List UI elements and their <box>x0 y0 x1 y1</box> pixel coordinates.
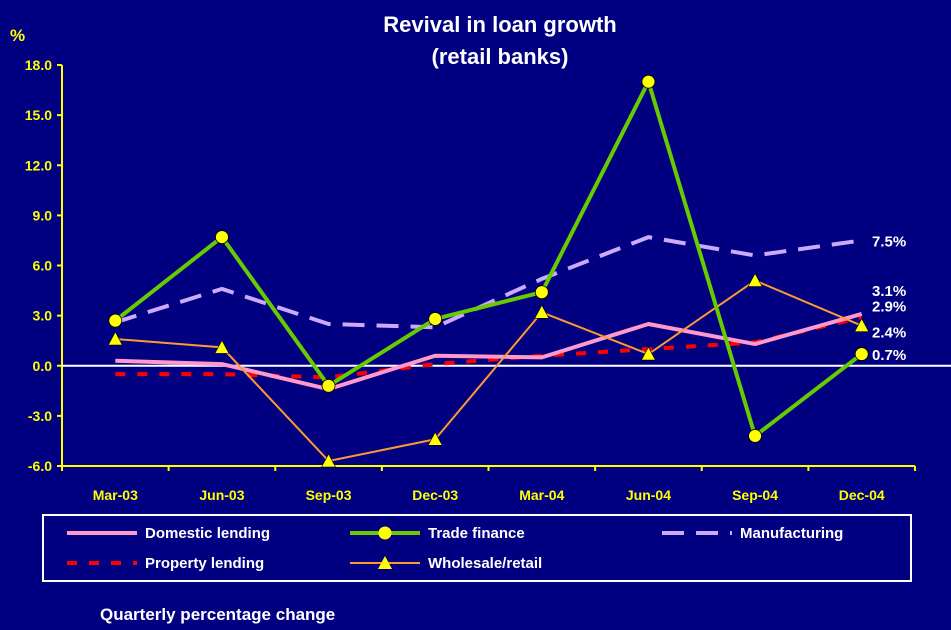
x-tick-label: Jun-04 <box>626 487 671 503</box>
x-tick-label: Sep-04 <box>732 487 778 503</box>
data-point-trade-finance <box>428 312 443 326</box>
y-tick-label: 15.0 <box>25 107 52 123</box>
legend-label-property-lending: Property lending <box>145 555 264 572</box>
legend-label-trade-finance: Trade finance <box>428 525 525 542</box>
series-line-domestic-lending <box>115 312 863 392</box>
data-point-wholesale-retail <box>854 318 870 332</box>
data-point-trade-finance <box>108 313 123 328</box>
chart-title-line1: Revival in loan growth <box>383 12 617 37</box>
data-point-trade-finance <box>854 347 869 361</box>
y-tick-label: 12.0 <box>25 157 52 173</box>
x-tick-label: Mar-04 <box>519 487 564 503</box>
legend-label-domestic-lending: Domestic lending <box>145 525 270 542</box>
chart-footnote: Quarterly percentage change <box>100 605 336 624</box>
x-tick-label: Dec-04 <box>839 487 885 503</box>
legend-label-manufacturing: Manufacturing <box>740 525 843 542</box>
data-point-wholesale-retail <box>427 431 443 446</box>
end-label-wholesale-retail: 2.4% <box>872 325 906 342</box>
series-line-property-lending <box>115 315 863 380</box>
y-tick-label: 0.0 <box>33 358 53 374</box>
chart-title-line2: (retail banks) <box>431 44 569 69</box>
data-point-trade-finance <box>641 74 656 89</box>
x-tick-label: Jun-03 <box>199 487 244 503</box>
legend-label-wholesale-retail: Wholesale/retail <box>428 555 542 572</box>
y-tick-label: 6.0 <box>33 258 53 274</box>
end-label-domestic-lending: 3.1% <box>872 283 906 300</box>
data-point-wholesale-retail <box>534 304 550 319</box>
data-point-wholesale-retail <box>321 453 337 468</box>
data-point-trade-finance <box>321 378 336 393</box>
series-line-manufacturing <box>114 235 862 330</box>
data-point-wholesale-retail <box>747 272 763 287</box>
data-point-wholesale-retail <box>640 346 656 361</box>
data-point-wholesale-retail <box>107 331 123 346</box>
data-point-wholesale-retail <box>214 339 230 354</box>
x-tick-label: Sep-03 <box>306 487 352 503</box>
y-tick-label: 9.0 <box>33 207 53 223</box>
data-point-trade-finance <box>748 429 762 443</box>
legend-box <box>42 514 912 582</box>
series-line-trade-finance <box>114 79 863 438</box>
end-label-trade-finance: 0.7% <box>872 347 906 364</box>
data-point-trade-finance <box>215 230 229 244</box>
y-tick-label: 3.0 <box>33 308 53 324</box>
data-point-trade-finance <box>534 285 549 300</box>
legend-marker-trade-finance <box>378 526 392 540</box>
end-label-property-lending: 2.9% <box>872 298 906 315</box>
end-label-manufacturing: 7.5% <box>872 233 906 250</box>
y-tick-label: -6.0 <box>28 458 52 474</box>
x-tick-label: Mar-03 <box>93 487 138 503</box>
y-tick-label: -3.0 <box>28 408 52 424</box>
y-tick-label: 18.0 <box>25 57 52 73</box>
series-line-wholesale-retail <box>115 279 863 462</box>
legend-marker-wholesale-retail <box>378 556 392 569</box>
y-axis-unit-label: % <box>10 26 26 45</box>
x-tick-label: Dec-03 <box>412 487 458 503</box>
